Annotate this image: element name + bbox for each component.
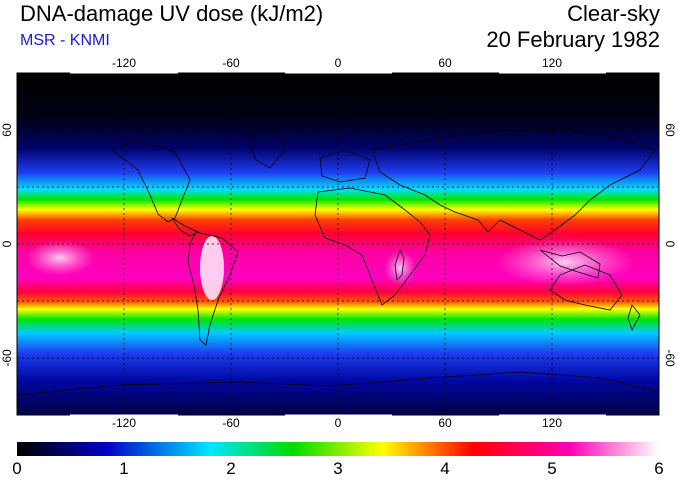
date-label: 20 February 1982 bbox=[486, 27, 660, 52]
longitude-tick-label: 0 bbox=[335, 56, 342, 70]
colorbar-tick-label: 5 bbox=[547, 459, 557, 478]
longitude-tick-label: 0 bbox=[335, 416, 342, 430]
longitude-tick-label: -120 bbox=[112, 416, 136, 430]
longitude-tick-label: 60 bbox=[438, 56, 452, 70]
colorbar-tick-label: 3 bbox=[333, 459, 343, 478]
latitude-tick-label: 0 bbox=[663, 241, 677, 248]
map-title: DNA-damage UV dose (kJ/m2) bbox=[20, 1, 324, 26]
longitude-tick-label: -120 bbox=[112, 56, 136, 70]
longitude-tick-label: -60 bbox=[222, 416, 240, 430]
latitude-tick-label: 0 bbox=[0, 240, 14, 247]
longitude-tick-label: -60 bbox=[222, 56, 240, 70]
longitude-axis-bottom: -120 -60 0 60 120 bbox=[112, 416, 562, 430]
longitude-tick-label: 120 bbox=[542, 56, 562, 70]
high-dose-area bbox=[495, 238, 635, 286]
colorbar-tick-label: 4 bbox=[440, 459, 450, 478]
high-dose-area bbox=[384, 250, 416, 286]
latitude-axis-left: 60 0 -60 bbox=[0, 123, 14, 367]
sky-condition-label: Clear-sky bbox=[567, 1, 660, 26]
longitude-tick-label: 120 bbox=[542, 416, 562, 430]
colorbar bbox=[17, 442, 659, 456]
source-label: MSR - KNMI bbox=[20, 32, 110, 49]
latitude-tick-label: -60 bbox=[0, 349, 14, 367]
longitude-axis-top: -120 -60 0 60 120 bbox=[112, 56, 562, 70]
colorbar-tick-label: 2 bbox=[226, 459, 236, 478]
latitude-tick-label: 60 bbox=[663, 123, 677, 137]
high-dose-area bbox=[25, 240, 95, 276]
colorbar-tick-label: 6 bbox=[654, 459, 664, 478]
colorbar-tick-label: 0 bbox=[12, 459, 22, 478]
longitude-tick-label: 60 bbox=[438, 416, 452, 430]
colorbar-tick-label: 1 bbox=[119, 459, 129, 478]
latitude-axis-right: 60 0 -60 bbox=[663, 123, 677, 367]
latitude-tick-label: 60 bbox=[0, 123, 14, 137]
frame-ticks bbox=[70, 70, 606, 418]
high-dose-area bbox=[200, 236, 224, 300]
graticule bbox=[17, 73, 659, 415]
coastlines bbox=[17, 127, 659, 396]
latitude-tick-label: -60 bbox=[663, 349, 677, 367]
